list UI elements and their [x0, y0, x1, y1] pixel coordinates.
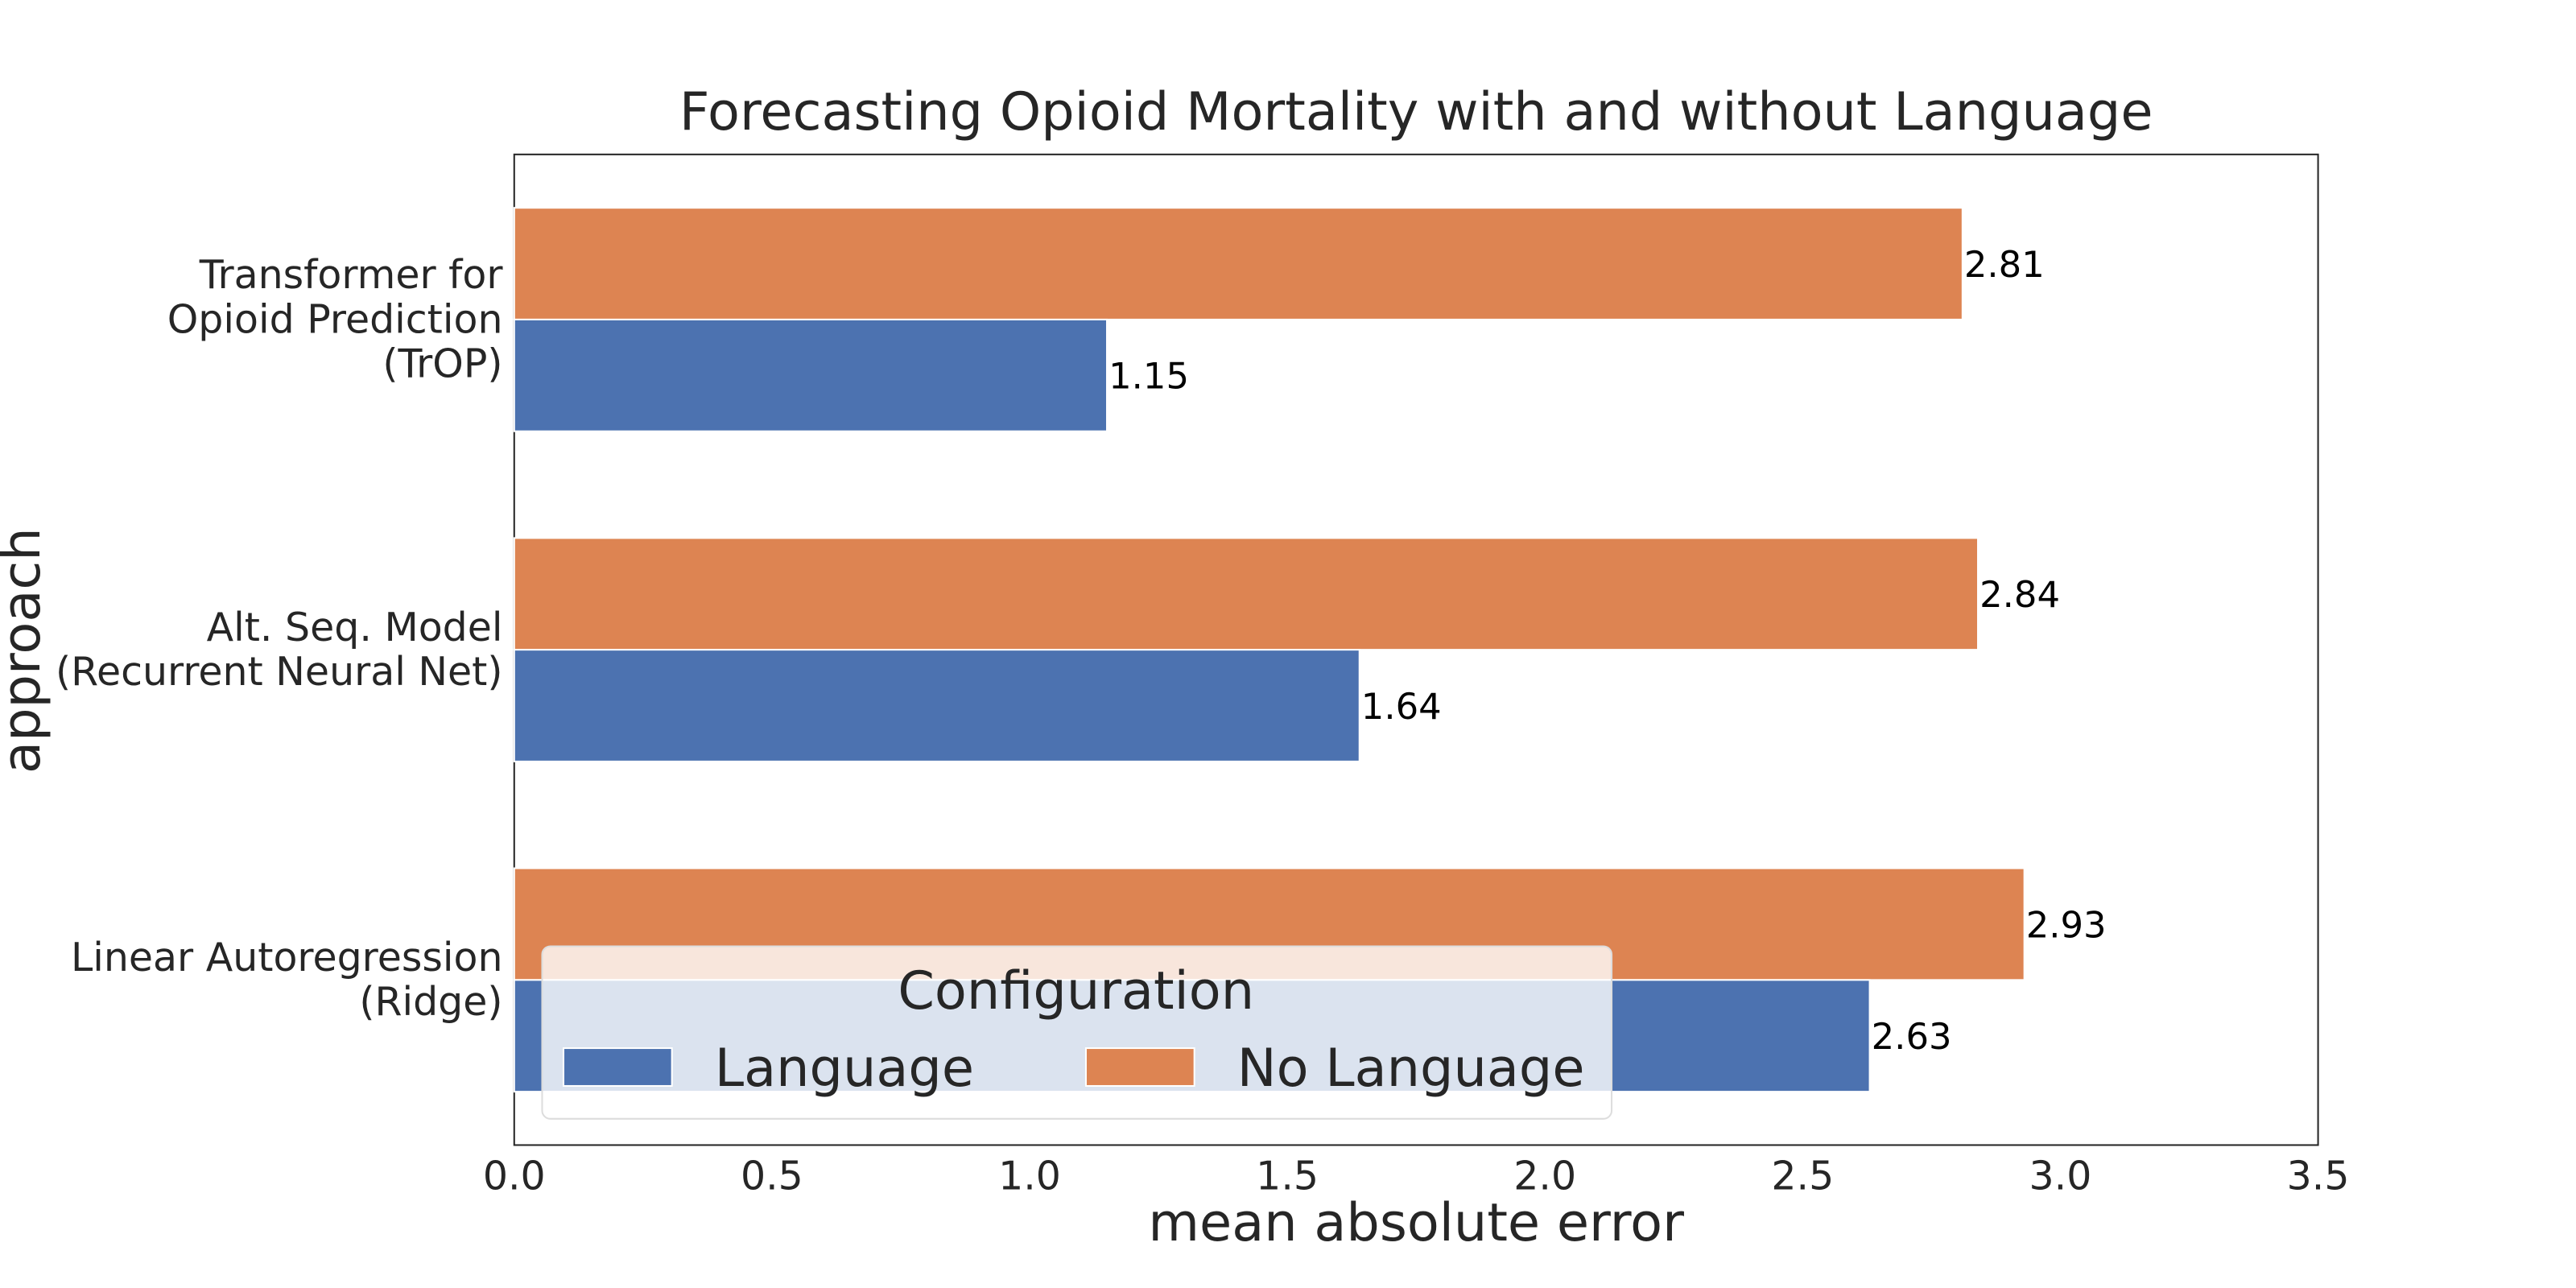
y-tick-label: Alt. Seq. Model (Recurrent Neural Net): [56, 605, 502, 695]
x-tick-label: 1.0: [998, 1154, 1061, 1199]
y-axis-label: approach: [0, 527, 52, 774]
chart-title: Forecasting Opioid Mortality with and wi…: [679, 81, 2153, 142]
bar: [513, 537, 1979, 651]
value-label: 2.84: [1979, 573, 2060, 616]
x-tick-label: 0.0: [483, 1154, 546, 1199]
bar: [513, 649, 1360, 762]
legend-box: [541, 945, 1613, 1120]
y-tick-label: Linear Autoregression (Ridge): [71, 935, 503, 1025]
legend-title: Configuration: [898, 960, 1254, 1022]
bar: [513, 318, 1108, 432]
x-tick-label: 0.5: [741, 1154, 803, 1199]
legend: Configuration Language No Language: [541, 945, 1613, 1120]
legend-label: No Language: [1237, 1038, 1585, 1099]
legend-swatch: [1084, 1047, 1195, 1087]
x-axis-label: mean absolute error: [1148, 1192, 1684, 1253]
x-tick-label: 3.5: [2287, 1154, 2350, 1199]
x-tick-label: 3.0: [2029, 1154, 2092, 1199]
bar: [513, 207, 1963, 320]
x-tick-label: 1.5: [1256, 1154, 1319, 1199]
legend-swatch: [562, 1047, 673, 1087]
x-tick-label: 2.0: [1513, 1154, 1576, 1199]
x-tick-label: 2.5: [1771, 1154, 1834, 1199]
y-tick-label: Transformer for Opioid Prediction (TrOP): [167, 252, 504, 386]
value-label: 1.64: [1361, 685, 1442, 728]
value-label: 2.93: [2026, 903, 2107, 946]
value-label: 1.15: [1108, 355, 1189, 398]
legend-label: Language: [715, 1038, 974, 1099]
value-label: 2.81: [1964, 243, 2045, 286]
value-label: 2.63: [1872, 1015, 1952, 1058]
